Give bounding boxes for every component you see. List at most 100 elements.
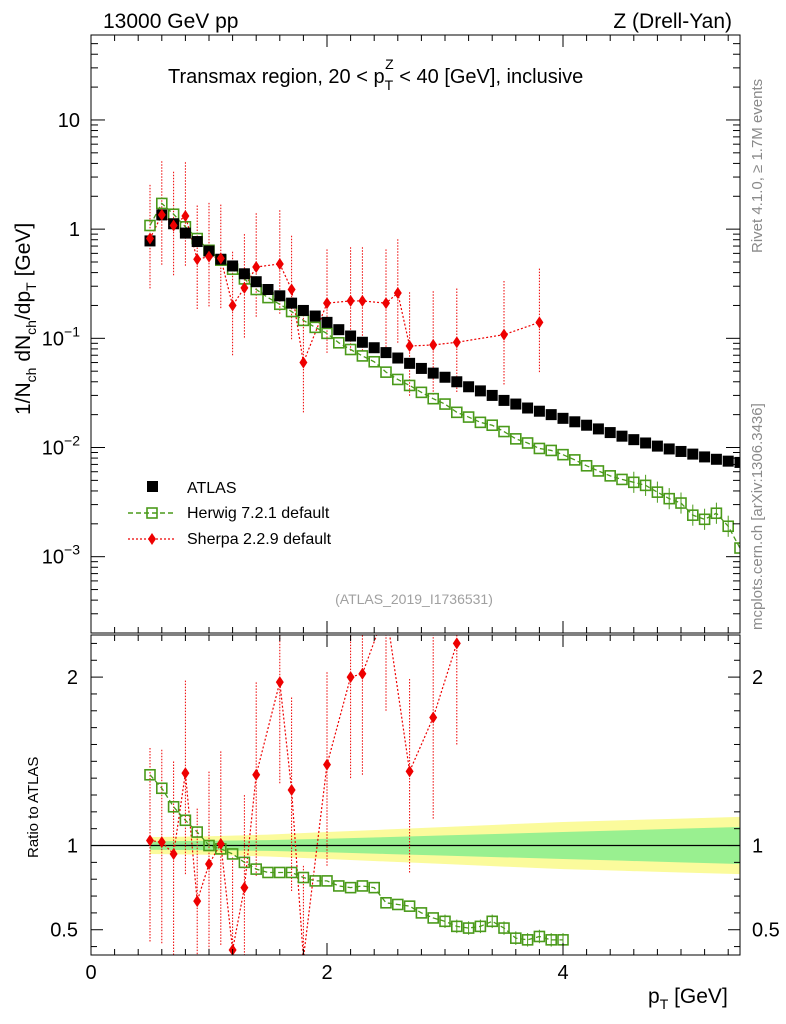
sherpa-point [452,336,461,349]
sherpa-point [240,281,249,294]
y-tick-base: 10 [42,328,64,350]
atlas-point [604,427,616,439]
herwig-ratio-point [521,934,534,946]
ylabel-b: ch [23,368,39,383]
y-axis-label-main: 1/Nch dNch/dpT [GeV] [12,223,39,415]
xlabel-a: p [648,985,660,1008]
atlas-point [274,290,286,302]
herwig-ratio-point [380,896,392,909]
sherpa-point [346,294,355,307]
atlas-point [380,347,392,359]
herwig-ratio-line [149,774,563,941]
herwig-ratio-point [533,930,546,943]
herwig-ratio-point [368,881,381,894]
sherpa-point [429,338,438,351]
atlas-point [297,304,309,316]
sherpa-ratio-point [216,837,225,850]
sherpa-point [405,340,414,353]
legend-sherpa-marker [148,533,156,545]
atlas-point [474,385,486,397]
sherpa-ratio-point [146,834,154,847]
sherpa-ratio-point [205,858,213,871]
sherpa-ratio-point [358,667,367,680]
x-tick-label: 2 [321,962,332,984]
xlabel-c: [GeV] [668,985,728,1008]
herwig-point [710,507,723,520]
header-left: 13000 GeV pp [103,10,238,33]
atlas-point [238,268,250,280]
herwig-point [427,392,440,405]
herwig-point [462,411,475,423]
ratio-y-tick-label-left: 0.5 [50,920,78,942]
ylabel-c: dN [12,335,35,368]
atlas-point [569,416,581,428]
herwig-ratio-point [415,907,428,919]
mcplots-credit: mcplots.cern.ch [arXiv:1306.3436] [749,403,766,630]
y-tick-exponent: −3 [64,542,80,558]
herwig-point [321,327,333,340]
y-tick-label: 10−3 [42,542,80,569]
herwig-point [144,219,156,232]
sherpa-ratio-point [157,836,166,849]
sherpa-point [500,328,508,341]
atlas-point [392,352,404,364]
y-tick-exponent: −1 [64,323,80,339]
herwig-point [592,465,605,477]
ratio-plot-data [91,635,740,955]
main-plot-frame [90,34,741,634]
sherpa-ratio-line [149,635,458,955]
atlas-point [333,324,345,336]
atlas-point [356,336,368,348]
sherpa-point [146,232,154,245]
atlas-point [533,405,545,417]
herwig-point [722,520,735,533]
sherpa-point [169,219,178,232]
rivet-version: Rivet 4.1.0, ≥ 1.7M events [749,79,766,253]
herwig-point [509,433,522,445]
legend-atlas-label: ATLAS [187,480,237,497]
herwig-point [533,442,546,455]
herwig-line [149,202,740,549]
xlabel-b: T [660,996,669,1012]
ylabel-f: T [23,282,39,291]
title-pre: Transmax region, 20 < p [168,66,385,88]
legend-herwig-marker [146,507,158,519]
sherpa-ratio-point [405,765,414,778]
legend-sherpa-label: Sherpa 2.2.9 default [187,531,332,548]
sherpa-point [535,316,544,329]
herwig-point [686,509,699,521]
herwig-point [498,425,510,438]
y-tick-base: 1 [69,219,80,241]
sherpa-ratio-point [429,711,438,724]
sherpa-point [181,209,190,222]
ratio-y-tick-label-right: 1 [752,836,763,858]
y-tick-base: 10 [42,438,64,460]
ratio-y-tick-label-left: 2 [67,667,78,689]
sherpa-ratio-point [452,637,461,650]
atlas-point [592,423,604,435]
herwig-ratio-point [474,920,487,933]
atlas-point [510,398,522,410]
atlas-point [451,376,463,388]
sherpa-point [228,299,237,312]
ylabel-g: [GeV] [12,223,35,283]
atlas-point [486,389,498,401]
herwig-ratio-point [439,915,451,928]
herwig-point [356,350,369,362]
y-tick-base: 10 [58,110,80,132]
atlas-point [427,367,439,379]
atlas-point [557,412,569,424]
title-sup: Z [385,56,394,72]
y-tick-base: 10 [42,547,64,569]
ratio-plot-frame [90,634,741,956]
ratio-y-tick-label-right: 0.5 [752,920,780,942]
herwig-ratio-point [191,826,203,838]
herwig-point [698,513,711,526]
herwig-ratio-point [509,932,522,944]
sherpa-point [216,252,225,265]
sherpa-point [393,287,402,300]
atlas-point [640,437,652,449]
sherpa-point [157,208,166,221]
herwig-point [309,321,322,334]
